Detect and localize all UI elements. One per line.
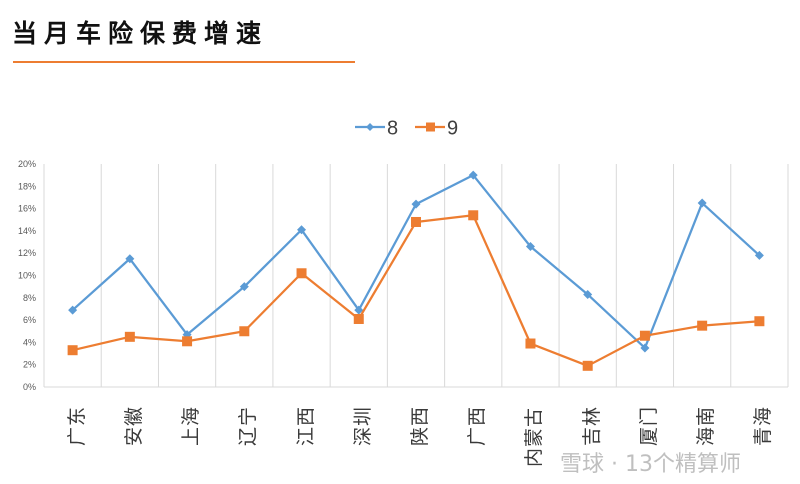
legend-item-8: 8 <box>355 118 398 140</box>
series-line <box>72 214 760 367</box>
x-category-label: 内蒙古 <box>523 406 546 467</box>
y-tick-label: 10% <box>18 271 36 281</box>
y-axis-ticks: 0% 2% 4% 6% 8% 10% 12% 14% 16% 18% 20% <box>18 159 36 392</box>
x-category-label: 安徽 <box>122 405 145 446</box>
y-tick-label: 18% <box>18 181 36 191</box>
x-category-label: 青海 <box>752 405 775 446</box>
diamond-marker-icon <box>125 254 135 264</box>
series-9 <box>67 210 765 371</box>
diamond-marker-icon <box>297 225 307 235</box>
diamond-marker-icon <box>525 242 535 252</box>
y-tick-label: 8% <box>23 293 36 303</box>
square-marker-icon <box>182 336 193 347</box>
square-marker-icon <box>697 320 708 331</box>
y-tick-label: 6% <box>23 315 36 325</box>
square-marker-icon <box>239 326 250 337</box>
diamond-marker-icon <box>411 199 421 209</box>
diamond-marker-icon <box>754 250 764 260</box>
x-category-label: 江西 <box>294 405 317 446</box>
diamond-marker-icon <box>239 282 249 292</box>
square-marker-icon <box>353 313 364 324</box>
chart-series <box>67 170 765 371</box>
y-tick-label: 14% <box>18 226 36 236</box>
page-title: 当月车险保费增速 <box>12 19 269 48</box>
x-category-label: 广东 <box>65 405 88 446</box>
legend-item-9: 9 <box>415 118 458 140</box>
x-category-label: 厦门 <box>637 405 660 446</box>
square-marker-icon <box>468 210 479 221</box>
y-tick-label: 12% <box>18 248 36 258</box>
square-marker-icon <box>124 331 135 342</box>
diamond-marker-icon <box>68 305 78 315</box>
legend-square-icon <box>426 122 435 132</box>
x-category-label: 陕西 <box>409 405 431 446</box>
square-marker-icon <box>582 360 593 371</box>
diamond-marker-icon <box>468 170 478 180</box>
x-category-label: 上海 <box>180 405 203 446</box>
square-marker-icon <box>296 268 307 279</box>
x-category-label: 吉林 <box>580 405 603 446</box>
series-8 <box>68 170 764 353</box>
square-marker-icon <box>67 345 78 356</box>
y-tick-label: 16% <box>18 204 36 214</box>
y-tick-label: 0% <box>23 382 36 392</box>
diamond-marker-icon <box>583 289 593 299</box>
square-marker-icon <box>411 216 421 227</box>
square-marker-icon <box>639 330 650 341</box>
legend-label: 9 <box>447 118 458 140</box>
x-category-label: 深圳 <box>351 405 374 446</box>
y-tick-label: 20% <box>18 159 36 169</box>
legend-label: 8 <box>387 118 398 140</box>
x-category-label: 海南 <box>695 405 718 446</box>
diamond-marker-icon <box>354 305 364 315</box>
square-marker-icon <box>754 316 765 327</box>
title-underline <box>13 61 355 63</box>
x-category-label: 广西 <box>466 405 489 446</box>
diamond-marker-icon <box>697 198 707 208</box>
gridlines <box>43 164 789 388</box>
y-tick-label: 2% <box>23 360 36 370</box>
legend-diamond-icon <box>366 123 374 131</box>
x-category-label: 辽宁 <box>237 405 260 446</box>
y-tick-label: 4% <box>23 337 36 347</box>
watermark: 雪球 · 13个精算师 <box>560 452 741 477</box>
diamond-marker-icon <box>640 343 650 353</box>
square-marker-icon <box>525 338 536 349</box>
